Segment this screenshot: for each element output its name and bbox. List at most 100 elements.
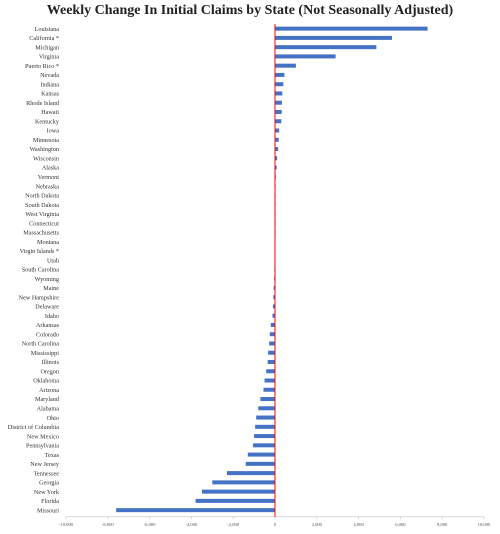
bars-group (116, 26, 428, 513)
category-label: Arizona (39, 387, 59, 394)
bar (270, 322, 275, 327)
bar (245, 461, 275, 466)
category-label: Montana (37, 239, 59, 246)
bar (275, 35, 393, 40)
category-label: Alabama (37, 405, 60, 412)
category-label: New Mexico (27, 433, 59, 440)
bar (116, 508, 275, 513)
bar (272, 304, 275, 309)
bar (266, 369, 275, 374)
x-tick-label: 10,000 (478, 522, 491, 528)
category-label: Indiana (40, 81, 59, 88)
category-label: Massachusetts (23, 230, 59, 237)
category-label: Nebraska (36, 183, 60, 190)
category-label: Michigan (35, 44, 59, 51)
category-label: Utah (47, 257, 60, 264)
bar (260, 397, 275, 402)
bar (275, 165, 277, 170)
bar (272, 313, 275, 318)
bar (275, 63, 296, 68)
category-label: Wyoming (35, 276, 59, 283)
category-label: Puerto Rico * (25, 63, 59, 70)
category-label: Louisiana (35, 26, 60, 33)
category-label: Oklahoma (33, 378, 59, 385)
category-label: California * (29, 35, 59, 42)
bar (264, 378, 275, 383)
category-label: West Virginia (25, 211, 59, 218)
category-label: Oregon (40, 368, 59, 375)
bar (201, 489, 275, 494)
category-label: South Carolina (22, 267, 60, 274)
bar (195, 498, 275, 503)
category-label: Florida (41, 498, 59, 505)
category-label: Maryland (35, 396, 60, 403)
bar (275, 109, 282, 114)
category-label: Delaware (35, 304, 59, 311)
bar (275, 82, 284, 87)
bar (212, 480, 275, 485)
bar (275, 100, 282, 105)
bar (273, 285, 275, 290)
category-label: Arkansas (36, 322, 60, 329)
x-tick-label: -4,000 (185, 522, 198, 528)
bar (275, 54, 336, 59)
bar (255, 424, 275, 429)
category-label: Alaska (42, 165, 59, 172)
category-label: District of Columbia (8, 424, 59, 431)
x-tick-label: -10,000 (59, 522, 74, 528)
x-tick-label: -8,000 (102, 522, 115, 528)
bar (269, 332, 275, 337)
category-label: Idaho (45, 313, 59, 320)
bar (226, 471, 275, 476)
category-label: South Dakota (25, 202, 59, 209)
category-label: Iowa (47, 128, 60, 135)
bar (256, 415, 275, 420)
chart-title: Weekly Change In Initial Claims by State… (46, 3, 454, 18)
bar (267, 359, 275, 364)
x-tick-label: -6,000 (144, 522, 157, 528)
category-label: Mississippi (31, 350, 59, 357)
bar (258, 406, 275, 411)
bar (275, 72, 285, 77)
category-label: Georgia (39, 480, 59, 487)
bar (275, 26, 428, 31)
category-label: Missouri (37, 507, 59, 514)
bar (275, 45, 377, 50)
category-label: Illinois (41, 359, 59, 366)
bar (275, 128, 280, 133)
category-label: Maine (43, 285, 59, 292)
x-tick-label: -2,000 (227, 522, 240, 528)
x-tick-label: 2,000 (312, 522, 323, 528)
category-label: Washington (30, 146, 59, 153)
x-tick-label: 4,000 (353, 522, 364, 528)
category-label: New York (34, 489, 60, 496)
bar (247, 452, 275, 457)
category-label: Virginia (39, 54, 59, 61)
category-label: Rhode Island (26, 100, 60, 107)
category-label: New Jersey (30, 461, 60, 468)
x-tick-label: 8,000 (437, 522, 448, 528)
bar (275, 91, 283, 96)
category-label: Tennessee (34, 470, 60, 477)
bar (269, 341, 275, 346)
category-label: Kansas (41, 91, 59, 98)
category-label: Pennsylvania (26, 443, 59, 450)
category-label: Ohio (47, 415, 59, 422)
bar (254, 434, 275, 439)
category-label: Wisconsin (33, 155, 59, 162)
category-label: Texas (45, 452, 60, 459)
category-label: North Carolina (22, 341, 60, 348)
x-ticks: -10,000 -8,000 -6,000 -4,000 -2,000 0 2,000 4,0… (59, 516, 491, 528)
category-label: Kentucky (35, 118, 60, 125)
category-label: Minnesota (33, 137, 59, 144)
x-tick-label: 0 (274, 522, 277, 527)
category-label: Virgin Islands * (20, 248, 59, 255)
category-label: New Hampshire (19, 294, 60, 301)
category-label: Vermont (38, 174, 60, 181)
bar (268, 350, 275, 355)
category-label: Nevada (40, 72, 59, 79)
category-label: Hawaii (41, 109, 59, 116)
bar (275, 119, 282, 124)
